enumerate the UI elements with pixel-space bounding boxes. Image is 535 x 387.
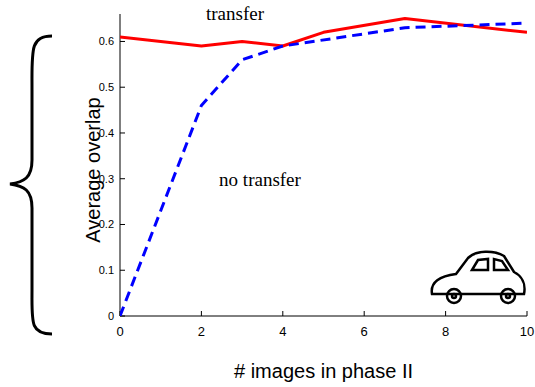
series-line	[120, 19, 527, 46]
y-tick	[120, 178, 125, 179]
y-tick-label: 0.6	[99, 35, 114, 47]
plot-area	[120, 19, 527, 316]
y-tick-label: 0.5	[99, 81, 114, 93]
chart-svg: 00.10.20.30.40.50.60246810# images in ph…	[0, 0, 535, 387]
series-annotation: no transfer	[219, 169, 301, 190]
car-wheel	[447, 289, 461, 303]
x-tick	[201, 311, 202, 316]
y-tick	[120, 270, 125, 271]
chart-container: 00.10.20.30.40.50.60246810# images in ph…	[0, 0, 535, 387]
x-axis-line	[120, 316, 527, 317]
car-icon	[432, 252, 525, 303]
x-tick	[445, 311, 446, 316]
x-tick	[364, 311, 365, 316]
car-window	[472, 259, 508, 270]
x-axis-label: # images in phase II	[234, 360, 413, 382]
x-tick-label: 10	[520, 324, 534, 339]
y-tick	[120, 224, 125, 225]
y-axis-label: Average overlap	[82, 97, 104, 242]
x-tick-label: 2	[198, 324, 205, 339]
car-hub	[452, 294, 456, 298]
y-tick-label: 0	[108, 310, 114, 322]
y-tick	[120, 41, 125, 42]
x-tick-label: 4	[279, 324, 286, 339]
x-tick-label: 0	[116, 324, 123, 339]
car-wheel	[501, 289, 515, 303]
car-hub	[506, 294, 510, 298]
series-annotation: transfer	[206, 3, 265, 24]
series-line	[120, 23, 527, 316]
y-tick	[120, 87, 125, 88]
y-tick-label: 0.1	[99, 264, 114, 276]
x-tick-label: 8	[442, 324, 449, 339]
x-tick	[527, 311, 528, 316]
x-tick	[282, 311, 283, 316]
y-tick	[120, 132, 125, 133]
brace	[10, 36, 52, 334]
x-tick-label: 6	[361, 324, 368, 339]
car-body	[432, 252, 525, 294]
